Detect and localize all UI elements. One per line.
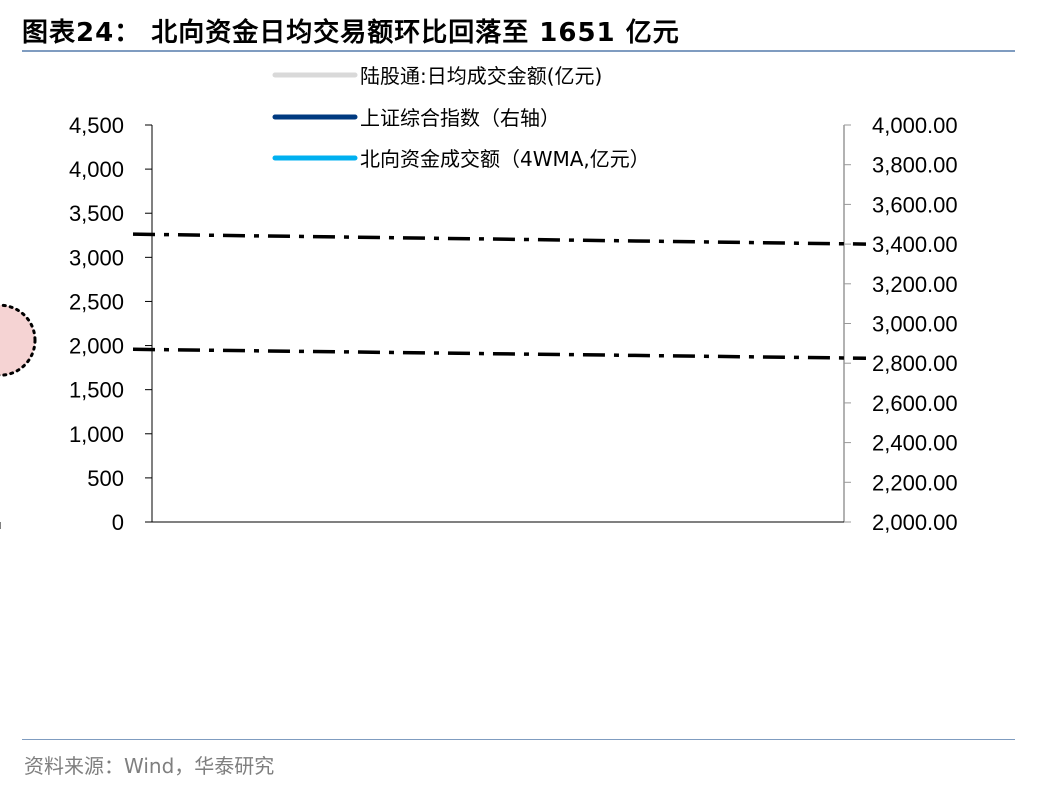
right-tick-label: 2,800.00 xyxy=(872,351,958,376)
figure-title: 图表24： 北向资金日均交易额环比回落至 1651 亿元 xyxy=(22,18,680,48)
left-tick-label: 4,500 xyxy=(69,113,124,138)
right-tick-label: 2,600.00 xyxy=(872,391,958,416)
left-tick-label: 500 xyxy=(87,466,124,491)
left-tick-label: 4,000 xyxy=(69,157,124,182)
right-tick-label: 3,800.00 xyxy=(872,153,958,178)
right-tick-label: 2,000.00 xyxy=(872,510,958,535)
source-note: 资料来源：Wind，华泰研究 xyxy=(24,754,275,778)
left-tick-label: 3,500 xyxy=(69,201,124,226)
legend-label: 上证综合指数（右轴） xyxy=(360,106,560,130)
right-tick-label: 2,200.00 xyxy=(872,470,958,495)
reference-line-lower xyxy=(132,347,867,360)
title-divider xyxy=(22,50,1015,52)
left-tick-label: 3,000 xyxy=(69,245,124,270)
highlight-circle xyxy=(0,303,37,377)
left-tick-label: 1,000 xyxy=(69,422,124,447)
footer-divider xyxy=(22,739,1015,740)
left-tick-label: 0 xyxy=(112,510,124,535)
right-tick-label: 3,000.00 xyxy=(872,312,958,337)
left-tick-label: 1,500 xyxy=(69,378,124,403)
left-tick-label: 2,000 xyxy=(69,334,124,359)
legend-label: 北向资金成交额（4WMA,亿元） xyxy=(360,147,650,171)
right-tick-label: 4,000.00 xyxy=(872,113,958,138)
right-tick-label: 3,600.00 xyxy=(872,192,958,217)
right-tick-label: 3,200.00 xyxy=(872,272,958,297)
reference-line-upper xyxy=(132,232,867,246)
right-tick-label: 3,400.00 xyxy=(872,232,958,257)
right-tick-label: 2,400.00 xyxy=(872,431,958,456)
chart-svg: 0 500 1,000 1,500 2,000 2,500 3,000 3,500 4,000 4… xyxy=(0,0,958,535)
legend-label: 陆股通:日均成交金额(亿元) xyxy=(360,64,602,88)
left-tick-label: 2,500 xyxy=(69,289,124,314)
